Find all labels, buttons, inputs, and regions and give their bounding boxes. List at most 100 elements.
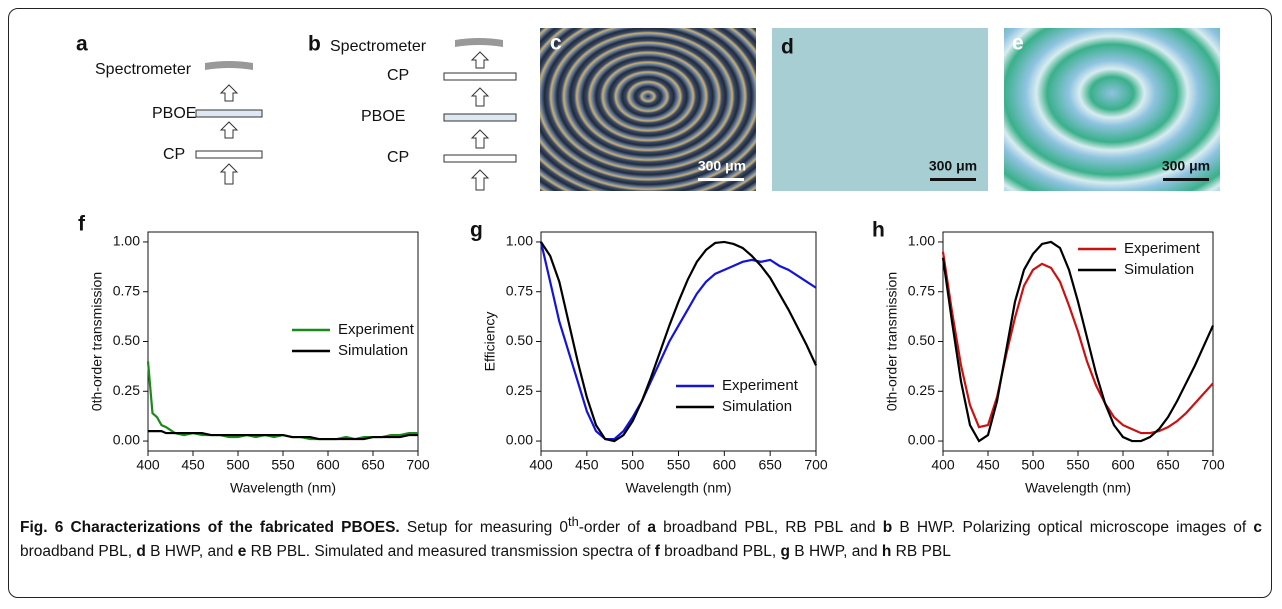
series-line	[941, 240, 1215, 443]
caption-text: B HWP, and	[145, 543, 238, 561]
series-line	[146, 361, 418, 441]
legend-label: Experiment	[1124, 240, 1201, 257]
scale-bar-label: 300 μm	[698, 158, 746, 174]
caption-panel-ref: h	[881, 543, 892, 561]
caption-text: RB PBL. Simulated and measured transmiss…	[246, 543, 655, 561]
caption-text: th	[567, 514, 579, 529]
y-axis-label: 0th-order transmission	[89, 272, 105, 411]
panel-label: h	[872, 219, 885, 242]
x-tick-label: 650	[1156, 457, 1180, 473]
x-tick-label: 650	[361, 457, 385, 473]
caption-panel-ref: e	[237, 543, 247, 561]
scale-bar	[698, 178, 744, 181]
diagram-label: CP	[163, 146, 185, 163]
scale-bar	[930, 178, 976, 181]
figure-panels: a Spectrometer PBOE CP b Spectrometer CP…	[76, 28, 1225, 496]
caption-text: B HWP, and	[790, 543, 882, 561]
arrow	[219, 121, 239, 139]
scale-bar	[1163, 178, 1209, 181]
spectrometer	[205, 61, 253, 70]
panel-label: b	[308, 33, 321, 56]
diagram-label: Spectrometer	[95, 61, 192, 78]
legend-label: Experiment	[338, 321, 415, 338]
plate	[195, 109, 263, 118]
plate	[443, 113, 517, 122]
caption-text: broadband PBL,	[659, 543, 781, 561]
y-tick-label: 0.50	[908, 332, 935, 348]
figure-caption: Fig. 6 Characterizations of the fabricat…	[20, 510, 1262, 564]
caption-panel-ref: g	[780, 543, 790, 561]
x-tick-label: 600	[316, 457, 340, 473]
caption-text: -order of	[578, 519, 648, 537]
arrow	[219, 84, 239, 102]
y-tick-label: 0.75	[113, 282, 140, 298]
x-tick-label: 550	[1066, 457, 1090, 473]
y-tick-label: 0.00	[908, 432, 935, 448]
y-tick-label: 0.75	[908, 282, 935, 298]
y-tick-label: 1.00	[908, 233, 935, 249]
series-line	[148, 429, 418, 441]
caption-panel-ref: b	[882, 519, 893, 537]
caption-title: Fig. 6 Characterizations of the fabricat…	[20, 519, 400, 537]
x-axis-label: Wavelength (nm)	[1025, 480, 1131, 496]
x-tick-label: 550	[271, 457, 295, 473]
x-axis-label: Wavelength (nm)	[625, 480, 731, 496]
x-tick-label: 500	[621, 457, 645, 473]
x-tick-label: 600	[1111, 457, 1135, 473]
panel-label: d	[781, 36, 794, 59]
plate	[443, 154, 517, 163]
caption-panel-ref: a	[647, 519, 656, 537]
diagram-label: CP	[387, 67, 409, 84]
caption-text: RB PBL	[891, 543, 951, 561]
y-tick-label: 0.00	[113, 432, 140, 448]
microscope-image	[540, 28, 756, 191]
x-tick-label: 450	[976, 457, 1000, 473]
scale-bar-label: 300 μm	[929, 158, 977, 174]
x-tick-label: 450	[181, 457, 205, 473]
series-line	[539, 241, 817, 441]
microscope-image	[1004, 28, 1220, 191]
x-tick-label: 650	[758, 457, 782, 473]
panel-label: a	[76, 33, 88, 56]
plot-frame	[540, 231, 817, 452]
panel-label: c	[550, 32, 562, 55]
x-tick-label: 500	[1021, 457, 1045, 473]
y-axis-label: Efficiency	[482, 312, 498, 372]
diagram-label: CP	[387, 149, 409, 166]
panel-label: f	[78, 213, 86, 236]
arrow	[470, 169, 490, 191]
x-tick-label: 700	[1201, 457, 1225, 473]
y-tick-label: 0.25	[506, 382, 533, 398]
x-tick-label: 450	[575, 457, 599, 473]
caption-text: Setup for measuring 0	[399, 519, 568, 537]
x-axis-label: Wavelength (nm)	[230, 480, 336, 496]
arrow	[219, 163, 239, 185]
panel-label: e	[1012, 32, 1024, 55]
x-tick-label: 600	[713, 457, 737, 473]
spectrometer	[455, 38, 503, 47]
diagram-label: Spectrometer	[330, 38, 427, 55]
diagram-label: PBOE	[361, 108, 405, 125]
caption-text: B HWP. Polarizing optical microscope ima…	[892, 519, 1254, 537]
series-line	[540, 240, 817, 443]
caption-text: broadband PBL, RB PBL and	[655, 519, 883, 537]
caption-panel-ref: f	[654, 543, 660, 561]
x-tick-label: 400	[529, 457, 553, 473]
arrow	[470, 87, 490, 107]
y-tick-label: 0.00	[506, 432, 533, 448]
x-tick-label: 550	[667, 457, 691, 473]
series-line	[941, 251, 1214, 435]
plate	[443, 72, 517, 81]
legend-label: Simulation	[1124, 261, 1194, 278]
y-tick-label: 0.25	[908, 382, 935, 398]
scale-bar-label: 300 μm	[1162, 158, 1210, 174]
x-tick-label: 700	[406, 457, 430, 473]
y-axis-label: 0th-order transmission	[884, 272, 900, 411]
y-tick-label: 0.50	[506, 332, 533, 348]
legend-label: Simulation	[722, 398, 792, 415]
y-tick-label: 0.50	[113, 332, 140, 348]
x-tick-label: 700	[804, 457, 828, 473]
y-tick-label: 0.25	[113, 382, 140, 398]
panel-label: g	[470, 219, 483, 242]
